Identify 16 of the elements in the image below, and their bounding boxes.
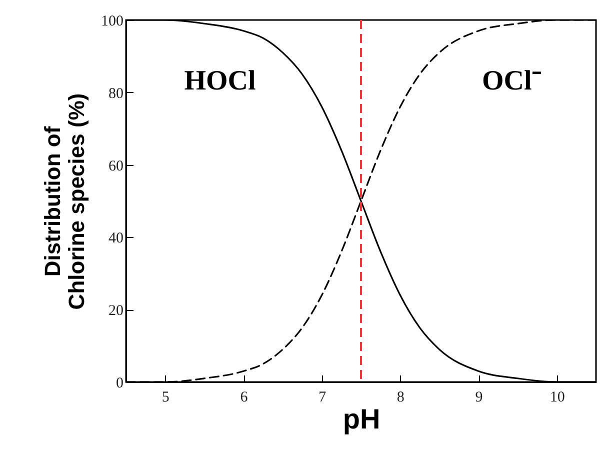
x-tick-label: 6 xyxy=(240,390,248,406)
x-tick-label: 8 xyxy=(396,390,404,406)
x-tick-label: 10 xyxy=(550,390,565,406)
x-tick-label: 9 xyxy=(475,390,483,406)
y-axis-title: Distribution of Chlorine species (%) xyxy=(40,93,89,310)
y-tick-label: 60 xyxy=(108,158,124,174)
y-tick-label: 80 xyxy=(108,86,124,102)
series-label: HOCl xyxy=(184,66,256,97)
y-tick-label: 20 xyxy=(108,303,124,320)
y-tick-label: 0 xyxy=(116,376,124,392)
x-axis-title: pH xyxy=(342,404,380,434)
y-tick-label: 40 xyxy=(108,230,124,247)
x-tick-label: 7 xyxy=(318,390,327,406)
x-tick-label: 5 xyxy=(162,390,170,406)
series-label: OCl⁻ xyxy=(482,66,541,97)
y-tick-label: 100 xyxy=(101,14,124,30)
